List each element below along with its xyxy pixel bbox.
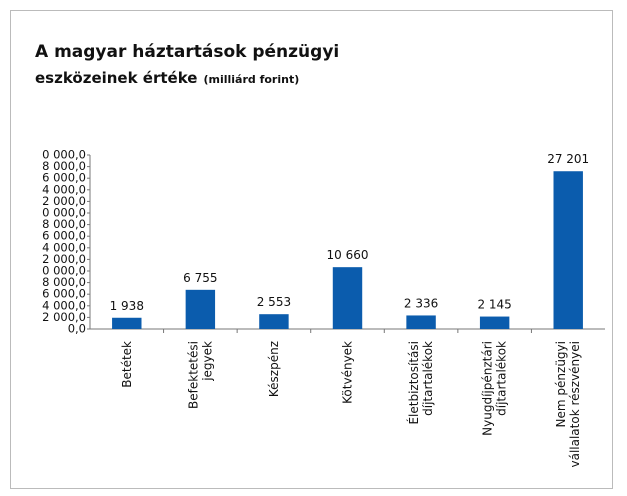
unit-label: (milliárd forint) [203,73,299,86]
card-border [10,10,613,489]
bar [112,317,142,329]
y-tick-label: 8 000,0 [42,275,86,289]
x-tick-label: Kötvények [341,341,355,404]
bar [259,314,289,329]
x-tick-label: Nem pénzügyi [554,341,568,427]
y-tick-label: 8 000,0 [42,159,86,173]
x-tick-label: jegyek [200,341,214,382]
y-tick-label: 4 000,0 [42,298,86,312]
x-tick-label: Készpénz [267,341,281,397]
y-tick-label: 8 000,0 [42,217,86,231]
value-label: 2 336 [404,296,438,310]
x-tick-label: Életbiztosítási [406,341,421,425]
y-tick-label: 4 000,0 [42,240,86,254]
value-label: 10 660 [327,248,369,262]
value-label: 2 145 [477,298,511,312]
x-tick-label: díjtartalékok [495,341,509,416]
x-tick-label: Befektetési [186,341,200,409]
bar [185,289,216,329]
y-tick-label: 0 000,0 [42,206,86,220]
x-tick-label: Nyugdíjpénztári [481,341,495,436]
y-tick-label: 6 000,0 [42,287,86,301]
x-tick-label: díjtartalékok [421,341,435,416]
value-label: 2 553 [257,295,291,309]
y-tick-label: 0,0 [68,322,86,336]
y-tick-label: 2 000,0 [42,194,86,208]
y-tick-label: 2 000,0 [42,252,86,266]
chart-title: A magyar háztartások pénzügyi [35,42,339,62]
y-tick-label: 6 000,0 [42,229,86,243]
value-label: 27 201 [547,152,589,166]
value-label: 6 755 [183,271,217,285]
y-tick-label: 0 000,0 [42,264,86,278]
y-tick-label: 4 000,0 [42,182,86,196]
y-tick-label: 2 000,0 [42,310,86,324]
bar [406,315,436,329]
y-tick-label: 0 000,0 [42,148,86,162]
bar [479,316,510,329]
chart-title: eszközeinek értéke (milliárd forint) [35,69,299,87]
x-tick-label: Betétek [120,341,134,388]
value-label: 1 938 [110,299,144,313]
chart-title: eszközeinek értéke [35,69,197,87]
y-tick-label: 6 000,0 [42,171,86,185]
x-tick-label: vállalatok részvényei [568,341,582,468]
bar [332,267,363,329]
bar [553,171,583,329]
